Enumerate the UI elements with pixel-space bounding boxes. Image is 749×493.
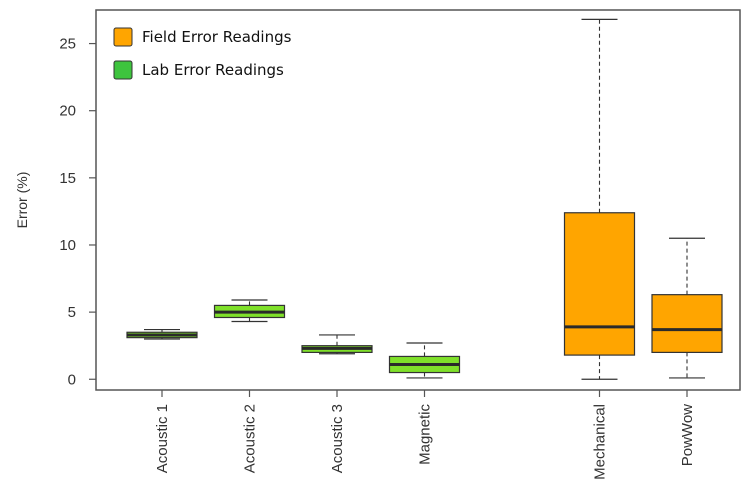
y-tick-label: 25 <box>59 36 76 53</box>
legend: Field Error Readings Lab Error Readings <box>113 27 292 80</box>
legend-label: Field Error Readings <box>142 28 292 46</box>
legend-swatch <box>113 27 133 47</box>
box-acoustic-2 <box>213 299 286 323</box>
legend-label: Lab Error Readings <box>142 61 284 79</box>
y-axis: 0 5 10 15 20 25 <box>59 36 96 388</box>
y-tick-label: 15 <box>59 170 76 187</box>
y-tick-label: 5 <box>68 304 76 321</box>
y-tick-label: 10 <box>59 237 76 254</box>
box-acoustic-3 <box>301 334 373 355</box>
category-label: Acoustic 3 <box>329 404 346 473</box>
category-label: Acoustic 1 <box>154 404 171 473</box>
box-mechanical <box>563 18 636 380</box>
box-acoustic-1 <box>126 328 198 340</box>
box-powwow <box>651 237 723 379</box>
category-labels: Acoustic 1 Acoustic 2 Acoustic 3 Magnetic Me… <box>154 390 696 480</box>
y-tick-label: 0 <box>68 371 76 388</box>
y-axis-label: Error (%) <box>14 172 30 229</box>
iqr-box <box>651 294 723 354</box>
y-tick-label: 20 <box>59 103 76 120</box>
box-magnetic <box>388 342 461 379</box>
category-label: Magnetic <box>417 404 434 465</box>
category-label: Mechanical <box>592 404 609 480</box>
category-label: Acoustic 2 <box>242 404 259 473</box>
category-label: PowWow <box>679 404 696 466</box>
boxes <box>126 18 723 380</box>
legend-swatch <box>113 60 133 80</box>
plot-frame <box>95 9 741 391</box>
iqr-box <box>563 212 636 356</box>
